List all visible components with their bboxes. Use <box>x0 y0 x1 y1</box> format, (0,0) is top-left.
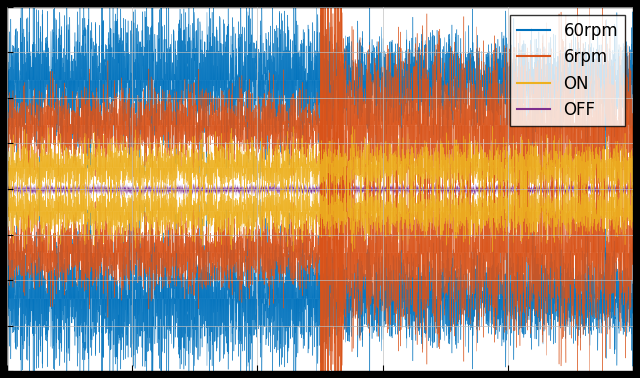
Legend: 60rpm, 6rpm, ON, OFF: 60rpm, 6rpm, ON, OFF <box>510 15 625 125</box>
